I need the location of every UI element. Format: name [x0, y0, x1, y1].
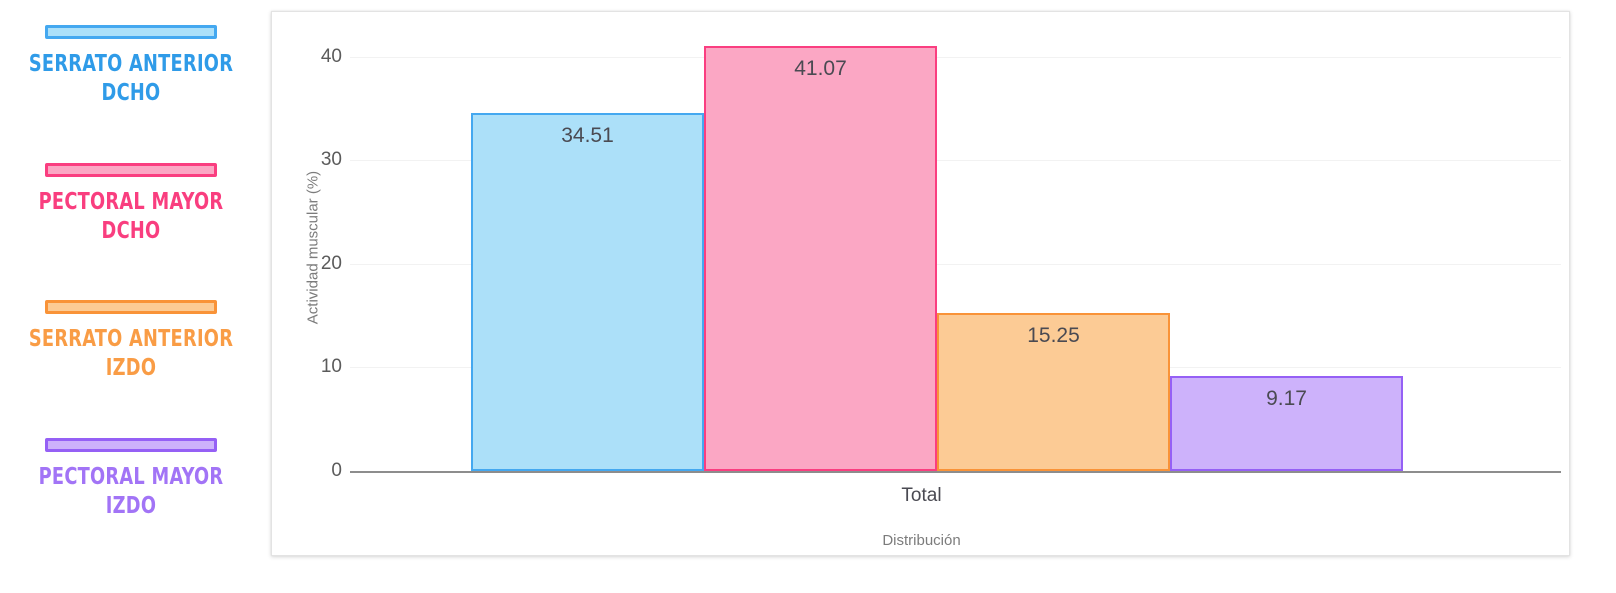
bar-value-label: 9.17: [1266, 386, 1307, 410]
y-axis-tick-label: 0: [331, 460, 342, 481]
bar-value-label: 41.07: [794, 56, 847, 80]
gridline: [350, 160, 1561, 162]
bar[interactable]: 41.07: [704, 45, 937, 471]
chart-legend: SERRATO ANTERIOR DCHO PECTORAL MAYOR DCHO…: [0, 0, 262, 593]
legend-swatch: [45, 438, 217, 452]
x-axis-tick-label: Total: [901, 485, 942, 506]
bar-value-label: 34.51: [561, 124, 614, 148]
legend-item[interactable]: PECTORAL MAYOR DCHO: [0, 163, 262, 246]
gridline: [350, 263, 1561, 265]
gridline: [350, 56, 1561, 58]
legend-item[interactable]: PECTORAL MAYOR IZDO: [0, 438, 262, 521]
legend-item-label: PECTORAL MAYOR DCHO: [38, 189, 224, 244]
plot-area: Actividad muscular (%) 0 10 20 30 40 34.51 41…: [272, 12, 1571, 557]
x-axis-baseline: [350, 471, 1561, 473]
legend-item[interactable]: SERRATO ANTERIOR DCHO: [0, 25, 262, 108]
legend-swatch: [45, 25, 217, 39]
bar-value-label: 15.25: [1027, 324, 1080, 347]
legend-item-label: SERRATO ANTERIOR IZDO: [28, 326, 234, 381]
x-axis-title: Distribución: [882, 532, 961, 549]
legend-item-label: SERRATO ANTERIOR DCHO: [28, 51, 234, 106]
bar[interactable]: 34.51: [471, 113, 704, 471]
y-axis-tick-label: 40: [320, 45, 342, 67]
y-axis-tick-label: 30: [320, 149, 342, 171]
legend-swatch: [45, 300, 217, 314]
chart-panel: Actividad muscular (%) 0 10 20 30 40 34.51 41…: [271, 11, 1570, 556]
y-axis-tick-label: 10: [320, 356, 342, 378]
bar[interactable]: 9.17: [1170, 375, 1403, 471]
legend-item[interactable]: SERRATO ANTERIOR IZDO: [0, 300, 262, 383]
bar[interactable]: 15.25: [937, 313, 1170, 471]
legend-item-label: PECTORAL MAYOR IZDO: [38, 464, 224, 519]
y-axis-tick-label: 20: [320, 252, 342, 274]
legend-swatch: [45, 163, 217, 177]
